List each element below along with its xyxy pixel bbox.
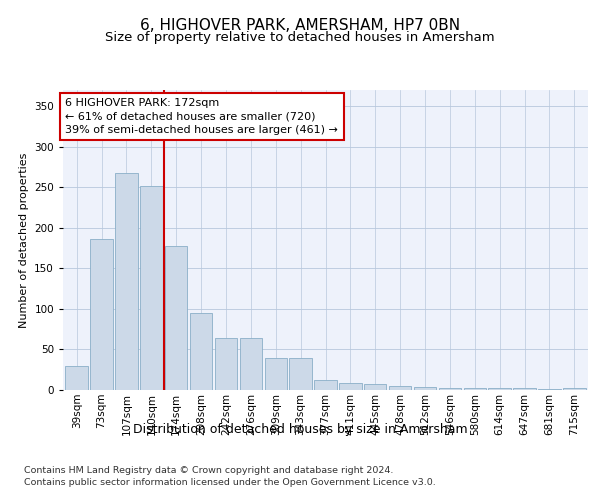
Bar [514,388,536,390]
Bar [364,384,386,390]
Bar [165,246,187,390]
Bar [414,387,436,390]
Bar [464,388,486,390]
Bar [339,382,362,390]
Bar [65,366,88,390]
Bar [289,358,312,390]
Bar [91,239,113,390]
Bar [563,388,586,390]
Text: Contains HM Land Registry data © Crown copyright and database right 2024.: Contains HM Land Registry data © Crown c… [24,466,394,475]
Bar [439,388,461,390]
Bar [538,389,560,390]
Bar [389,386,412,390]
Y-axis label: Number of detached properties: Number of detached properties [19,152,29,328]
Text: 6 HIGHOVER PARK: 172sqm
← 61% of detached houses are smaller (720)
39% of semi-d: 6 HIGHOVER PARK: 172sqm ← 61% of detache… [65,98,338,134]
Bar [239,338,262,390]
Text: Contains public sector information licensed under the Open Government Licence v3: Contains public sector information licen… [24,478,436,487]
Bar [140,186,163,390]
Bar [265,358,287,390]
Bar [190,313,212,390]
Text: Distribution of detached houses by size in Amersham: Distribution of detached houses by size … [133,422,467,436]
Text: 6, HIGHOVER PARK, AMERSHAM, HP7 0BN: 6, HIGHOVER PARK, AMERSHAM, HP7 0BN [140,18,460,32]
Bar [215,338,237,390]
Bar [488,388,511,390]
Text: Size of property relative to detached houses in Amersham: Size of property relative to detached ho… [105,31,495,44]
Bar [115,172,137,390]
Bar [314,380,337,390]
